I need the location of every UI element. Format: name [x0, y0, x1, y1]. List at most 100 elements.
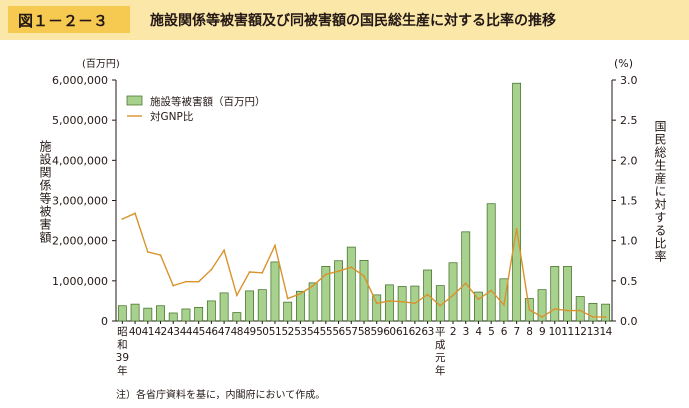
- gnp-ratio-point-43: [172, 284, 175, 287]
- bar-40: [130, 303, 140, 322]
- x-tick-label-heisei-part: 年: [435, 364, 446, 377]
- gnp-ratio-point-5: [490, 289, 493, 292]
- gnp-ratio-point-13: [592, 316, 594, 318]
- bar-47: [219, 292, 229, 322]
- bar-44: [181, 308, 191, 322]
- gnp-ratio-point-47: [223, 249, 226, 252]
- bar-10: [550, 266, 560, 322]
- legend-line-label: 対GNP比: [150, 110, 193, 123]
- gnp-ratio-point-39: [121, 218, 124, 220]
- gnp-ratio-point-40: [134, 212, 136, 215]
- gnp-ratio-point-42: [159, 254, 162, 257]
- gnp-ratio-point-8: [528, 308, 531, 311]
- gnp-ratio-point-9: [541, 316, 543, 318]
- bar-53: [295, 290, 305, 322]
- gnp-ratio-point-44: [185, 280, 187, 283]
- bar-51: [270, 261, 280, 322]
- x-tick-label-10: 10: [549, 326, 561, 338]
- x-tick-label-63: 63: [421, 326, 433, 338]
- x-tick-label-54: 54: [307, 326, 320, 338]
- gnp-ratio-point-7: [515, 227, 518, 230]
- gnp-ratio-point-6: [503, 304, 505, 306]
- gnp-ratio-point-11: [566, 309, 569, 312]
- x-tick-label-6: 6: [501, 326, 508, 338]
- gnp-ratio-point-41: [146, 251, 149, 253]
- bar-50: [257, 289, 267, 322]
- gnp-ratio-point-45: [197, 280, 200, 283]
- gnp-ratio-point-48: [235, 294, 238, 297]
- x-tick-label-47: 47: [218, 326, 230, 338]
- bar-54: [308, 282, 318, 322]
- x-tick-label-40: 40: [129, 326, 141, 338]
- x-tick-label-showa-part: 年: [117, 364, 128, 377]
- right-axis-tick-label: 3.0: [620, 74, 638, 87]
- x-tick-label-11: 11: [561, 326, 573, 338]
- bar-5: [486, 203, 496, 322]
- gnp-ratio-point-58: [363, 275, 365, 277]
- gnp-ratio-point-3: [464, 282, 467, 285]
- x-tick-label-44: 44: [180, 326, 193, 338]
- gnp-ratio-point-56: [337, 270, 340, 273]
- x-tick-label-59: 59: [371, 326, 383, 338]
- x-tick-label-61: 61: [396, 326, 408, 338]
- right-axis-tick-label: 2.5: [620, 114, 638, 127]
- left-axis-tick-label: 2,000,000: [52, 235, 108, 248]
- bar-41: [143, 307, 153, 322]
- gnp-ratio-point-60: [388, 300, 391, 302]
- gnp-ratio-point-12: [579, 309, 582, 312]
- right-axis-tick-label: 0.5: [620, 275, 638, 288]
- x-tick-label-46: 46: [205, 326, 218, 338]
- bar-13: [588, 302, 598, 322]
- left-axis-title: 施設関係等被害額: [38, 140, 52, 244]
- x-tick-label-heisei-part: 元: [435, 352, 446, 364]
- left-axis-unit: (百万円): [82, 58, 120, 70]
- gnp-ratio-point-52: [286, 297, 289, 300]
- x-tick-label-7: 7: [514, 326, 520, 338]
- x-tick-label-57: 57: [345, 326, 357, 338]
- right-axis-tick-label: 1.0: [620, 235, 638, 248]
- bar-60: [385, 284, 394, 322]
- left-axis-tick-label: 5,000,000: [52, 114, 108, 127]
- gnp-ratio-point-46: [210, 268, 213, 271]
- bar-48: [232, 312, 242, 322]
- bar-61: [397, 286, 407, 322]
- x-tick-label-heisei-part: 平: [435, 326, 446, 338]
- left-axis-tick-label: 0: [101, 315, 108, 328]
- gnp-ratio-point-54: [312, 284, 315, 287]
- x-tick-label-heisei-part: 成: [435, 339, 446, 351]
- bar-42: [156, 305, 165, 322]
- figure-title: 施設関係等被害額及び同被害額の国民総生産に対する比率の推移: [150, 13, 556, 29]
- x-tick-label-52: 52: [282, 326, 294, 338]
- bar-11: [563, 266, 572, 322]
- bar-52: [283, 301, 293, 322]
- gnp-ratio-point-59: [375, 302, 378, 305]
- bar-3: [461, 231, 471, 322]
- x-tick-label-3: 3: [463, 326, 469, 338]
- x-tick-label-42: 42: [154, 326, 166, 338]
- bar-45: [194, 306, 204, 322]
- right-axis-title: 国民総生産に対する比率: [653, 120, 667, 263]
- gnp-ratio-point-63: [426, 293, 429, 296]
- gnp-ratio-point-4: [477, 298, 480, 301]
- x-tick-label-14: 14: [599, 326, 612, 338]
- source-note: 注）各省庁資料を基に，内閣府において作成。: [116, 388, 325, 401]
- bar-39: [117, 305, 127, 322]
- gnp-ratio-point-55: [324, 273, 327, 276]
- gnp-ratio-point-61: [401, 300, 404, 303]
- x-tick-label-62: 62: [409, 326, 421, 338]
- right-axis-tick-label: 0.0: [620, 315, 638, 328]
- left-axis-tick-label: 3,000,000: [52, 195, 108, 208]
- x-tick-label-56: 56: [332, 326, 345, 338]
- bar-46: [206, 300, 216, 322]
- x-tick-label-12: 12: [574, 326, 586, 338]
- figure-number-tab: [8, 6, 130, 33]
- gnp-ratio-point-53: [299, 292, 302, 295]
- gnp-ratio-point-10: [553, 308, 556, 310]
- x-tick-label-43: 43: [167, 326, 179, 338]
- x-tick-label-8: 8: [526, 326, 532, 338]
- x-tick-label-55: 55: [320, 326, 332, 338]
- x-tick-label-60: 60: [383, 326, 395, 338]
- x-tick-label-49: 49: [243, 326, 255, 338]
- x-tick-label-53: 53: [294, 326, 306, 338]
